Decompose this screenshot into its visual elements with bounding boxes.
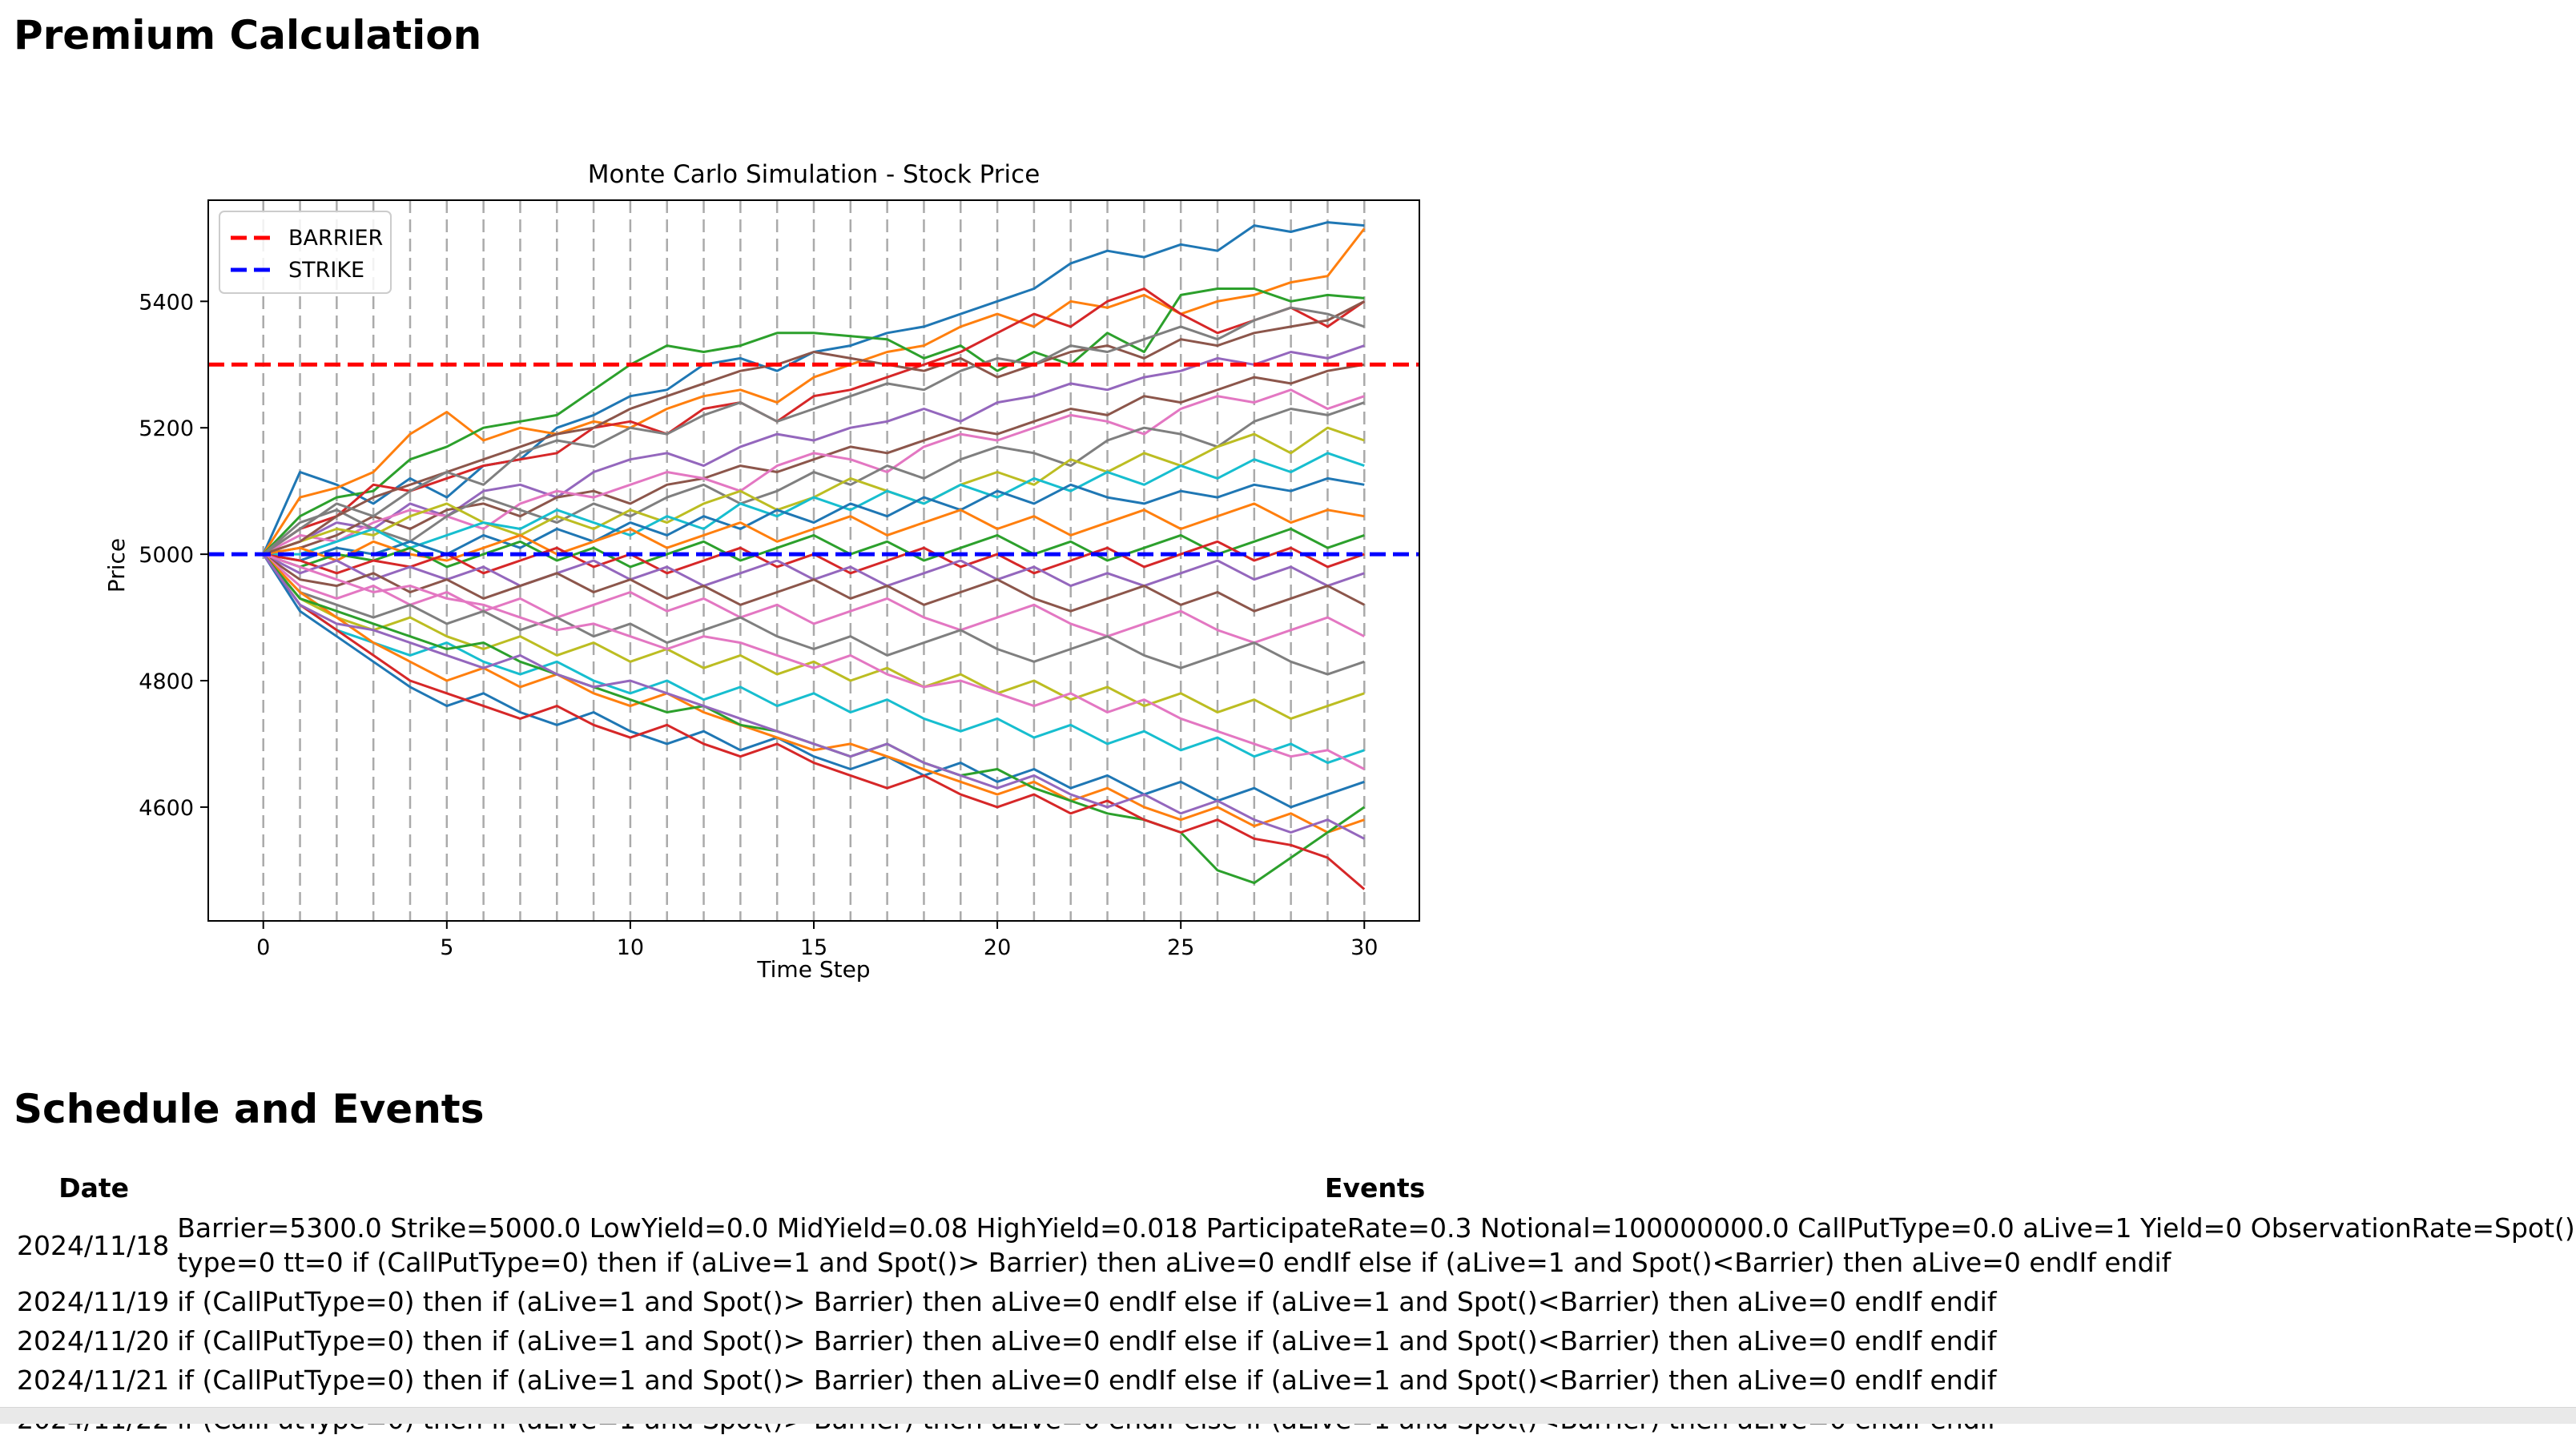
schedule-date: 2024/11/18	[17, 1229, 170, 1261]
schedule-row: 2024/11/20 if (CallPutType=0) then if (a…	[14, 1321, 2576, 1361]
simulation-path-line	[262, 306, 1365, 556]
y-tick-label: 4800	[139, 669, 194, 694]
events-column-header: Events	[1324, 1172, 1426, 1204]
simulation-path-line	[262, 553, 1365, 613]
x-tick-label: 30	[1350, 935, 1378, 960]
y-tick-label: 5400	[139, 290, 194, 315]
page-title: Premium Calculation	[14, 12, 482, 58]
schedule-events: Barrier=5300.0 Strike=5000.0 LowYield=0.…	[177, 1212, 2575, 1278]
schedule-date: 2024/11/20	[17, 1325, 170, 1357]
simulation-path-line	[262, 553, 1365, 720]
simulation-path-line	[263, 452, 1365, 556]
chart-title: Monte Carlo Simulation - Stock Price	[588, 160, 1040, 189]
simulation-path-line	[262, 553, 1365, 840]
simulation-path-line	[262, 221, 1365, 555]
simulation-path-line	[263, 502, 1365, 562]
chart-svg: Monte Carlo Simulation - Stock Price 0 5 1…	[103, 160, 1420, 983]
simulation-path-line	[263, 363, 1365, 556]
schedule-events: if (CallPutType=0) then if (aLive=1 and …	[177, 1286, 1997, 1317]
y-tick-label: 5200	[139, 416, 194, 441]
simulation-path-line	[262, 553, 1366, 885]
simulation-path-line	[262, 553, 1365, 809]
x-tick-label: 25	[1167, 935, 1194, 960]
simulation-path-line	[263, 553, 1365, 770]
chart-legend: BARRIER STRIKE	[219, 211, 392, 294]
x-tick-label: 0	[256, 935, 270, 960]
x-tick-label: 15	[800, 935, 827, 960]
x-tick-label: 5	[440, 935, 453, 960]
schedule-events: if (CallPutType=0) then if (aLive=1 and …	[177, 1325, 1997, 1357]
schedule-date: 2024/11/19	[17, 1286, 170, 1317]
legend-label-barrier: BARRIER	[288, 226, 383, 251]
schedule-events: if (CallPutType=0) then if (aLive=1 and …	[177, 1365, 1997, 1396]
x-tick-label: 10	[617, 935, 644, 960]
simulation-path-line	[263, 528, 1365, 569]
observation-gridlines	[262, 200, 1366, 921]
legend-box	[219, 211, 392, 294]
legend-label-strike: STRIKE	[288, 258, 364, 283]
schedule-title: Schedule and Events	[14, 1086, 485, 1132]
x-axis-label: Time Step	[756, 956, 870, 983]
simulation-path-line	[262, 553, 1365, 645]
simulation-path-line	[262, 553, 1365, 765]
horizontal-scrollbar[interactable]	[0, 1407, 2576, 1424]
simulation-path-line	[262, 553, 1365, 676]
schedule-row: 2024/11/18 Barrier=5300.0 Strike=5000.0 …	[14, 1208, 2576, 1282]
monte-carlo-chart: Monte Carlo Simulation - Stock Price 0 5 1…	[0, 144, 1522, 1033]
simulation-path-line	[262, 553, 1365, 834]
simulation-paths	[262, 221, 1366, 890]
schedule-header-row: Date Events	[14, 1171, 2576, 1208]
schedule-row: 2024/11/19 if (CallPutType=0) then if (a…	[14, 1282, 2576, 1321]
schedule-row: 2024/11/21 if (CallPutType=0) then if (a…	[14, 1361, 2576, 1400]
simulation-path-line	[262, 401, 1365, 556]
schedule-date: 2024/11/21	[17, 1365, 170, 1396]
simulation-path-line	[262, 553, 1366, 890]
x-axis-ticks: 0 5 10 15 20 25 30	[256, 921, 1378, 960]
y-tick-label: 4600	[139, 796, 194, 821]
simulation-path-line	[262, 287, 1366, 556]
y-axis-label: Price	[103, 538, 130, 593]
schedule-table: Date Events 2024/11/18 Barrier=5300.0 St…	[14, 1171, 2576, 1439]
date-column-header: Date	[58, 1172, 130, 1204]
simulation-path-line	[262, 287, 1365, 556]
y-axis-ticks: 4600 4800 5000 5200 5400	[139, 290, 208, 821]
reference-lines	[208, 362, 1419, 557]
y-tick-label: 5000	[139, 543, 194, 568]
x-tick-label: 20	[984, 935, 1011, 960]
